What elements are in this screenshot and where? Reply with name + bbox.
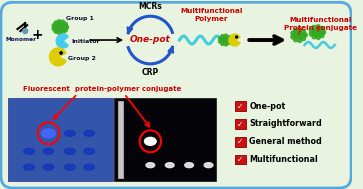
Text: Fluorescent  protein-polymer conjugate: Fluorescent protein-polymer conjugate xyxy=(23,86,181,92)
Ellipse shape xyxy=(224,40,228,46)
FancyBboxPatch shape xyxy=(8,98,113,181)
Ellipse shape xyxy=(65,164,75,170)
Ellipse shape xyxy=(54,21,60,27)
Ellipse shape xyxy=(84,148,95,154)
FancyBboxPatch shape xyxy=(1,2,351,188)
Ellipse shape xyxy=(43,164,54,170)
Circle shape xyxy=(60,52,62,54)
Text: ?: ? xyxy=(315,27,319,33)
Ellipse shape xyxy=(42,129,55,138)
Ellipse shape xyxy=(297,28,302,35)
Ellipse shape xyxy=(24,164,34,170)
Text: CRP: CRP xyxy=(142,68,159,77)
Ellipse shape xyxy=(300,33,307,38)
Ellipse shape xyxy=(319,30,325,35)
Ellipse shape xyxy=(84,130,95,136)
Text: One-pot: One-pot xyxy=(130,35,171,43)
Text: Multifunctional: Multifunctional xyxy=(249,155,318,164)
Ellipse shape xyxy=(52,26,59,31)
Ellipse shape xyxy=(312,25,317,32)
Ellipse shape xyxy=(226,38,232,42)
Ellipse shape xyxy=(185,163,193,168)
Circle shape xyxy=(236,36,238,38)
Text: Initiator: Initiator xyxy=(72,39,101,43)
Ellipse shape xyxy=(291,34,297,39)
Text: Multifunctional
Protein conjugate: Multifunctional Protein conjugate xyxy=(284,17,356,31)
Ellipse shape xyxy=(60,20,65,27)
Wedge shape xyxy=(56,34,68,48)
Ellipse shape xyxy=(315,33,321,40)
Ellipse shape xyxy=(226,38,232,42)
Text: Group 2: Group 2 xyxy=(68,56,96,61)
Ellipse shape xyxy=(144,137,156,145)
Ellipse shape xyxy=(309,28,316,33)
Ellipse shape xyxy=(84,164,95,170)
Ellipse shape xyxy=(294,28,299,35)
Ellipse shape xyxy=(297,36,302,42)
Ellipse shape xyxy=(299,29,306,36)
Ellipse shape xyxy=(65,130,75,136)
Ellipse shape xyxy=(219,37,224,41)
FancyBboxPatch shape xyxy=(235,119,246,129)
Ellipse shape xyxy=(315,25,321,32)
Ellipse shape xyxy=(62,25,68,30)
Ellipse shape xyxy=(312,32,317,39)
Ellipse shape xyxy=(221,35,225,40)
Ellipse shape xyxy=(146,163,155,168)
Ellipse shape xyxy=(204,163,213,168)
Ellipse shape xyxy=(319,30,325,35)
Ellipse shape xyxy=(24,148,34,154)
Ellipse shape xyxy=(166,163,174,168)
Text: Multifunctional
Polymer: Multifunctional Polymer xyxy=(180,8,242,22)
Text: ✓: ✓ xyxy=(237,101,244,111)
Ellipse shape xyxy=(225,40,231,44)
Text: MCRs: MCRs xyxy=(138,2,162,11)
Text: ✓: ✓ xyxy=(237,155,244,164)
Text: ✓: ✓ xyxy=(237,119,244,129)
Text: Monomer: Monomer xyxy=(6,37,37,42)
Ellipse shape xyxy=(219,39,224,43)
FancyBboxPatch shape xyxy=(235,155,246,164)
Ellipse shape xyxy=(54,27,60,33)
FancyBboxPatch shape xyxy=(235,137,246,147)
Ellipse shape xyxy=(57,28,62,35)
Ellipse shape xyxy=(225,36,231,41)
Ellipse shape xyxy=(300,33,307,38)
Ellipse shape xyxy=(65,148,75,154)
FancyBboxPatch shape xyxy=(235,101,246,111)
Wedge shape xyxy=(49,48,66,66)
Circle shape xyxy=(23,29,28,34)
Ellipse shape xyxy=(61,26,68,32)
Ellipse shape xyxy=(52,23,59,29)
Wedge shape xyxy=(229,34,240,46)
Text: Straightforward: Straightforward xyxy=(249,119,322,129)
Ellipse shape xyxy=(57,20,62,27)
Ellipse shape xyxy=(318,27,324,33)
Ellipse shape xyxy=(224,34,228,40)
Ellipse shape xyxy=(43,148,54,154)
Text: Group 1: Group 1 xyxy=(66,16,94,21)
Text: One-pot: One-pot xyxy=(249,101,286,111)
Ellipse shape xyxy=(291,31,297,36)
Ellipse shape xyxy=(294,35,299,42)
Ellipse shape xyxy=(309,31,316,36)
FancyBboxPatch shape xyxy=(114,98,216,181)
Ellipse shape xyxy=(62,25,68,30)
Ellipse shape xyxy=(299,35,306,41)
Ellipse shape xyxy=(61,22,68,28)
Ellipse shape xyxy=(60,27,65,34)
Text: ?: ? xyxy=(296,28,301,37)
Ellipse shape xyxy=(221,40,225,45)
Ellipse shape xyxy=(318,32,324,38)
Text: +: + xyxy=(31,28,43,42)
Text: General method: General method xyxy=(249,137,322,146)
Text: ✓: ✓ xyxy=(237,137,244,146)
FancyBboxPatch shape xyxy=(117,100,124,179)
